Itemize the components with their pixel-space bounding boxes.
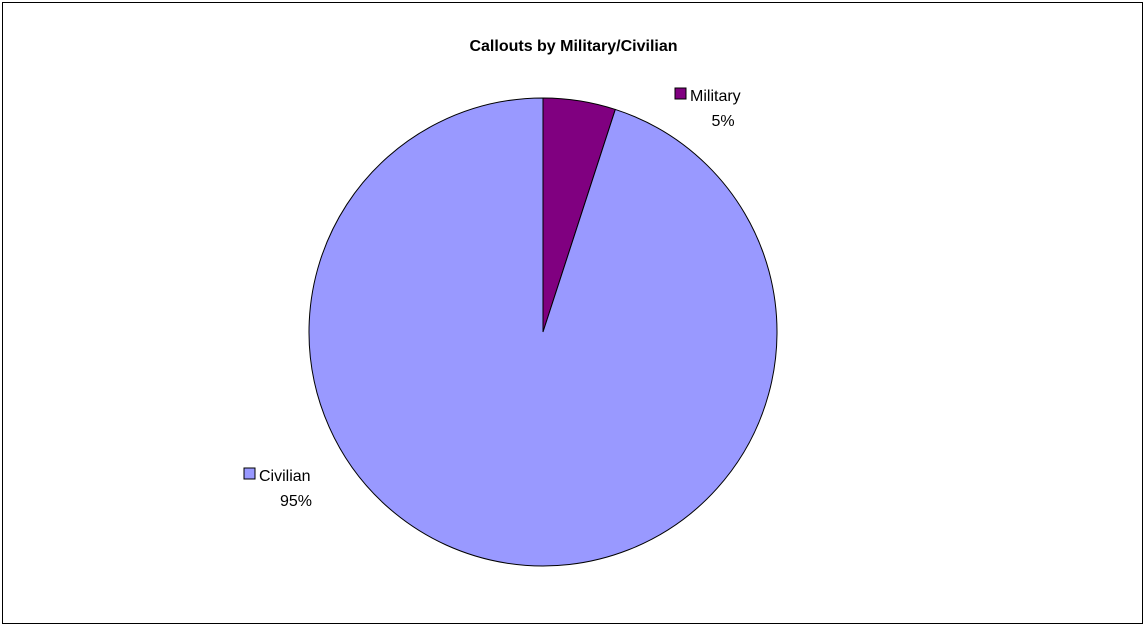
- label-key-military: [674, 87, 687, 100]
- pie-slice-civilian: [308, 97, 778, 567]
- data-label-civilian: Civilian: [259, 468, 311, 485]
- data-label-military: Military: [690, 88, 741, 105]
- data-label-percent-civilian: 95%: [280, 493, 312, 510]
- chart-title: Callouts by Military/Civilian: [469, 38, 678, 55]
- data-label-percent-military: 5%: [711, 113, 734, 130]
- label-key-civilian: [243, 467, 256, 480]
